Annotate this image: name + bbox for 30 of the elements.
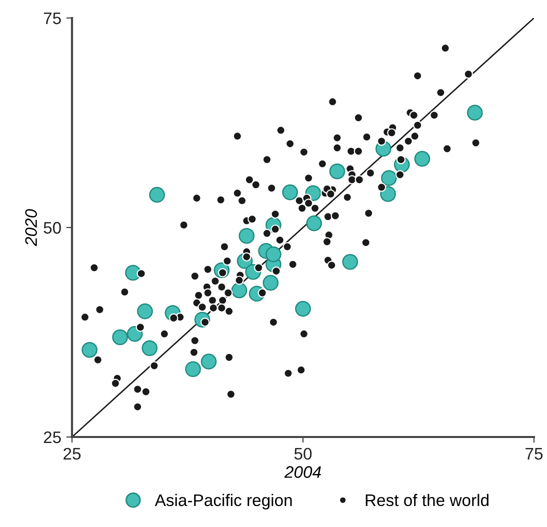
x-tick-label: 25 <box>64 448 81 460</box>
point <box>306 215 322 232</box>
point <box>266 246 282 262</box>
point <box>137 303 153 320</box>
point <box>82 342 98 358</box>
y-tick-label: 50 <box>44 222 61 234</box>
y-tick-label: 75 <box>44 12 61 24</box>
point <box>200 354 217 370</box>
point <box>231 282 248 298</box>
point <box>262 274 279 291</box>
point <box>185 361 201 378</box>
point <box>142 340 158 356</box>
point <box>295 300 311 317</box>
y-axis-title: 2020 <box>25 209 37 246</box>
point <box>238 228 255 244</box>
point <box>414 150 430 167</box>
x-tick-label: 75 <box>526 448 543 460</box>
point <box>466 104 483 121</box>
x-tick-label: 50 <box>294 448 312 460</box>
point <box>329 163 346 180</box>
point <box>149 186 165 203</box>
legend-label: Rest of the world <box>366 494 488 506</box>
legend-label: Asia-Pacific region <box>154 494 292 510</box>
x-axis-title: 2004 <box>284 466 321 478</box>
point <box>381 170 397 186</box>
y-tick-label: 25 <box>44 431 61 444</box>
point <box>112 329 128 346</box>
point <box>380 186 396 202</box>
point <box>342 254 358 270</box>
point <box>282 184 298 200</box>
